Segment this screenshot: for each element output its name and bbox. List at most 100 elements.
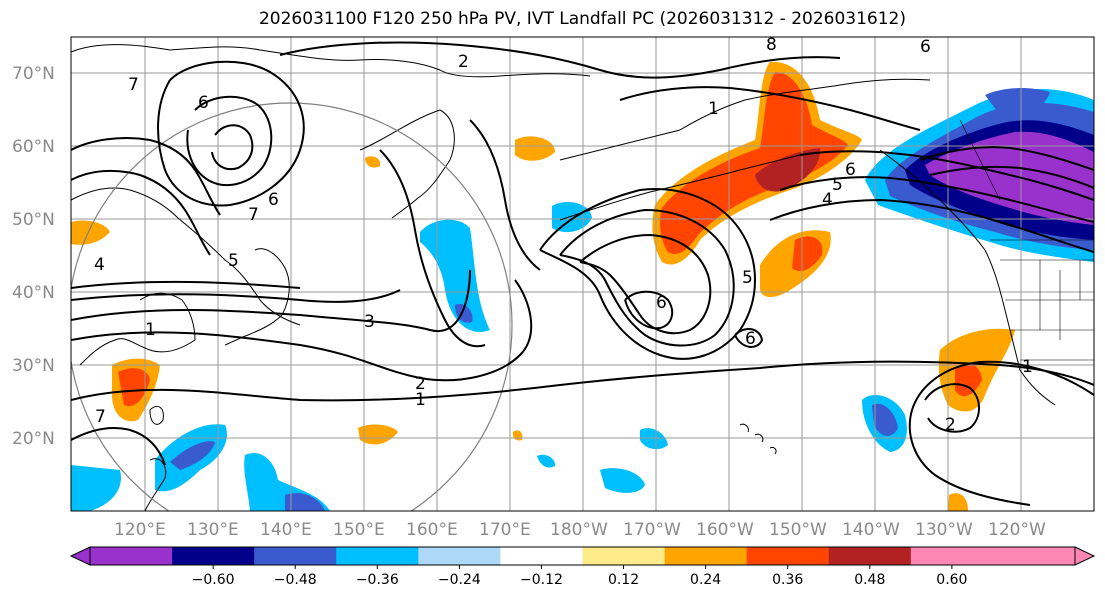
lon-label-120w: 120°W — [988, 520, 1046, 540]
coast-na-west — [879, 149, 1056, 406]
coast-asia-east — [71, 187, 301, 326]
state-borders — [959, 119, 1094, 361]
pv-contour-small-6 — [734, 328, 764, 348]
contour-label-7-sw: 7 — [95, 407, 106, 427]
pv-contour-3a — [71, 269, 471, 333]
contour-label-3: 3 — [364, 312, 375, 332]
contour-label-4-east: 4 — [822, 190, 833, 210]
coastlines — [71, 44, 1056, 511]
shade-neg-sm2 — [537, 454, 556, 468]
colorbar-segment — [336, 547, 419, 565]
pv-contour-ring-w — [157, 60, 305, 207]
colorbar-tick-label: 0.48 — [854, 572, 885, 588]
contour-label-7-ring: 7 — [248, 205, 259, 225]
contour-label-1-east: 1 — [1022, 357, 1033, 377]
pv-contour-sub-1 — [908, 360, 1094, 506]
pv-contour-4a — [71, 289, 401, 303]
lon-label-170w: 170°W — [623, 520, 681, 540]
shade-neg-sw — [71, 465, 121, 511]
shade-neg-mid-pac — [600, 468, 645, 493]
contour-label-6-east: 6 — [845, 160, 856, 180]
shade-neg-20n-core — [872, 403, 898, 436]
pv-contour-5a — [71, 280, 301, 289]
colorbar-tick-label: 0.24 — [690, 572, 721, 588]
contour-label-1-hawaii: 1 — [708, 99, 719, 119]
pv-contour-high-3 — [579, 233, 712, 335]
colorbar-segment — [828, 547, 912, 565]
colorbar-tick-label: −0.12 — [520, 572, 563, 588]
shade-neg-55n — [552, 202, 592, 233]
pv-contours — [71, 41, 1094, 506]
pv-contour-2a — [71, 279, 533, 382]
pv-contour-west-1 — [71, 137, 221, 216]
colorbar-segment — [746, 547, 830, 565]
pv-contour-1a — [71, 360, 1094, 402]
colorbar-extension-min — [69, 546, 91, 566]
pv-contour-mid-2 — [469, 119, 541, 271]
pv-contour-ring-w2 — [186, 95, 273, 187]
lon-label-160w: 160°W — [696, 520, 754, 540]
colorbar-tick-label: −0.36 — [356, 572, 399, 588]
map-frame — [70, 36, 1095, 512]
coast-korea-china — [79, 292, 196, 366]
latitude-axis: 70°N 60°N 50°N 40°N 30°N 20°N — [12, 64, 55, 449]
lat-label-70n: 70°N — [12, 64, 55, 84]
colorbar-tick-label: 0.60 — [936, 572, 967, 588]
shade-pos-core — [755, 148, 821, 192]
lon-label-130w: 130°W — [915, 520, 973, 540]
shade-pos-45n-core — [792, 236, 823, 272]
contour-label-6-nw: 6 — [198, 93, 209, 113]
pv-contour-high-4 — [624, 290, 674, 330]
lat-label-50n: 50°N — [12, 210, 55, 230]
colorbar-segment — [172, 547, 255, 565]
contour-label-6-high: 6 — [656, 293, 667, 313]
contour-label-2-north: 2 — [458, 52, 469, 72]
shade-neg-sm1 — [640, 428, 668, 450]
shade-pos-22n — [358, 424, 398, 445]
lon-label-130e: 130°E — [187, 520, 239, 540]
contour-label-1: 1 — [415, 390, 426, 410]
colorbar-segments — [69, 546, 1096, 566]
coast-philippines — [144, 458, 167, 511]
contour-label-2: 2 — [415, 374, 426, 394]
pv-contour-north-1 — [279, 41, 841, 79]
shade-pos-55n-sm — [365, 156, 381, 168]
lon-label-180w: 180°W — [550, 520, 608, 540]
lon-label-150w: 150°W — [769, 520, 827, 540]
shade-pos-mid — [660, 72, 848, 255]
pv-contour-east-3 — [769, 198, 1094, 253]
pv-contour-sw — [71, 427, 166, 466]
lon-label-170e: 170°E — [479, 520, 531, 540]
lat-label-40n: 40°N — [12, 283, 55, 303]
pv-contour-high-2 — [559, 208, 735, 347]
shade-pos-28n-core — [955, 362, 982, 397]
lon-label-140w: 140°W — [842, 520, 900, 540]
lon-label-160e: 160°E — [406, 520, 458, 540]
coast-aleutians — [559, 154, 801, 221]
lat-label-20n: 20°N — [12, 429, 55, 449]
contour-label-5: 5 — [228, 251, 239, 271]
contour-label-5-east: 5 — [742, 268, 753, 288]
pv-contour-north-2 — [619, 86, 921, 131]
contour-label-6-ring: 6 — [268, 190, 279, 210]
map-title: 2026031100 F120 250 hPa PV, IVT Landfall… — [258, 9, 906, 29]
colorbar: −0.60 −0.48 −0.36 −0.24 −0.12 0.12 0.24 0.36 0.4… — [69, 546, 1096, 588]
colorbar-tick-label: −0.48 — [274, 572, 317, 588]
colorbar-tick-label: −0.60 — [192, 572, 235, 588]
shade-pos-30n-core — [118, 368, 150, 407]
contour-label-6-small: 6 — [745, 329, 756, 349]
contour-label-8: 8 — [766, 35, 777, 55]
colorbar-segment — [582, 547, 666, 565]
pv-contour-high-1 — [539, 188, 756, 360]
reference-circle — [71, 102, 513, 511]
shade-pos-50n-west — [71, 220, 110, 245]
contour-label-4: 4 — [94, 255, 105, 275]
coast-hawaii — [739, 423, 777, 455]
contour-label-6-ne: 6 — [920, 37, 931, 57]
shade-neg-core — [925, 131, 1094, 225]
shade-pos-17n — [948, 493, 968, 511]
pv-contour-east-5 — [929, 165, 1094, 189]
pv-contour-ring-w3 — [211, 124, 254, 171]
lon-label-120e: 120°E — [114, 520, 166, 540]
